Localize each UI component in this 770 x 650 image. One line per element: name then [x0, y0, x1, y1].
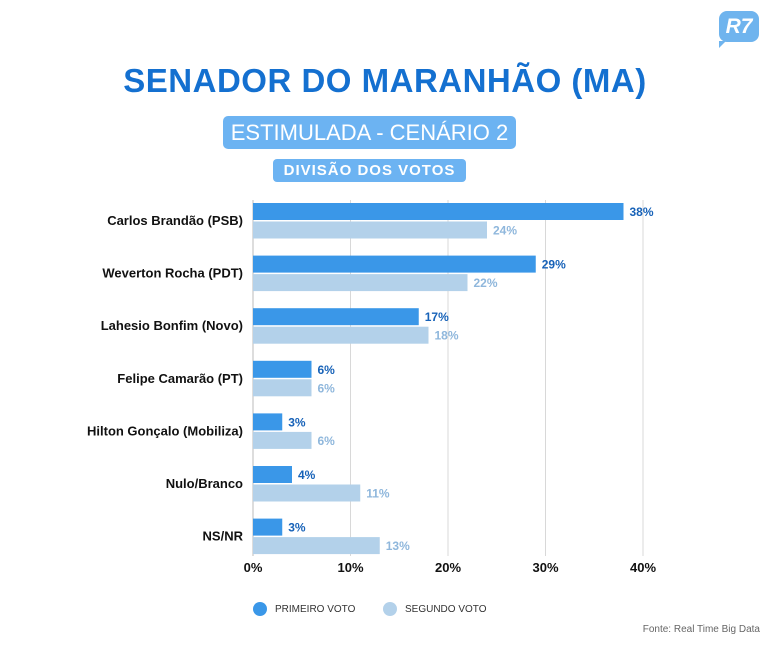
data-label: 3% [288, 521, 306, 535]
bar-primeiro-voto [253, 255, 536, 273]
legend-label: SEGUNDO VOTO [405, 603, 487, 615]
legend-swatch-segundo [383, 602, 397, 616]
bar-segundo-voto [253, 537, 380, 555]
category-label: Hilton Gonçalo (Mobiliza) [87, 423, 243, 438]
data-label: 6% [318, 381, 336, 395]
bar-primeiro-voto [253, 203, 624, 220]
source-note: Fonte: Real Time Big Data [642, 624, 760, 635]
bar-primeiro-voto [253, 518, 283, 536]
section-label: DIVISÃO DOS VOTOS [273, 159, 466, 182]
chart-subtitle: ESTIMULADA - CENÁRIO 2 [223, 116, 516, 149]
data-label: 13% [386, 539, 410, 553]
legend-item-primeiro: PRIMEIRO VOTO [253, 602, 355, 616]
category-label: Felipe Camarão (PT) [117, 371, 243, 386]
legend-item-segundo: SEGUNDO VOTO [383, 602, 487, 616]
bar-primeiro-voto [253, 308, 419, 326]
x-tick-label: 0% [244, 560, 263, 575]
legend-label: PRIMEIRO VOTO [275, 603, 356, 615]
category-label: Nulo/Branco [166, 476, 243, 491]
x-tick-label: 30% [532, 560, 558, 575]
bar-primeiro-voto [253, 466, 292, 483]
category-label: NS/NR [203, 529, 244, 544]
bar-segundo-voto [253, 221, 487, 239]
data-label: 11% [366, 487, 390, 501]
bar-segundo-voto [253, 379, 312, 397]
data-label: 18% [435, 329, 459, 343]
data-label: 6% [318, 434, 336, 448]
bar-segundo-voto [253, 274, 468, 292]
data-label: 24% [493, 224, 517, 238]
x-tick-label: 10% [337, 560, 363, 575]
bar-segundo-voto [253, 431, 312, 449]
data-label: 22% [474, 276, 498, 290]
legend-swatch-primeiro [253, 602, 267, 616]
data-label: 3% [288, 415, 306, 429]
chart-title: SENADOR DO MARANHÃO (MA) [123, 62, 647, 99]
data-label: 29% [542, 258, 566, 272]
data-label: 38% [630, 205, 654, 219]
x-tick-label: 20% [435, 560, 461, 575]
category-label: Lahesio Bonfim (Novo) [101, 318, 243, 333]
bar-primeiro-voto [253, 413, 283, 431]
r7-logo: R7 [719, 11, 759, 48]
category-label: Weverton Rocha (PDT) [102, 266, 243, 281]
data-label: 17% [425, 310, 449, 324]
category-label: Carlos Brandão (PSB) [107, 213, 243, 228]
x-tick-label: 40% [630, 560, 656, 575]
bar-segundo-voto [253, 326, 429, 344]
bar-segundo-voto [253, 484, 361, 502]
data-label: 6% [318, 363, 336, 377]
data-label: 4% [298, 468, 316, 482]
bar-primeiro-voto [253, 360, 312, 378]
